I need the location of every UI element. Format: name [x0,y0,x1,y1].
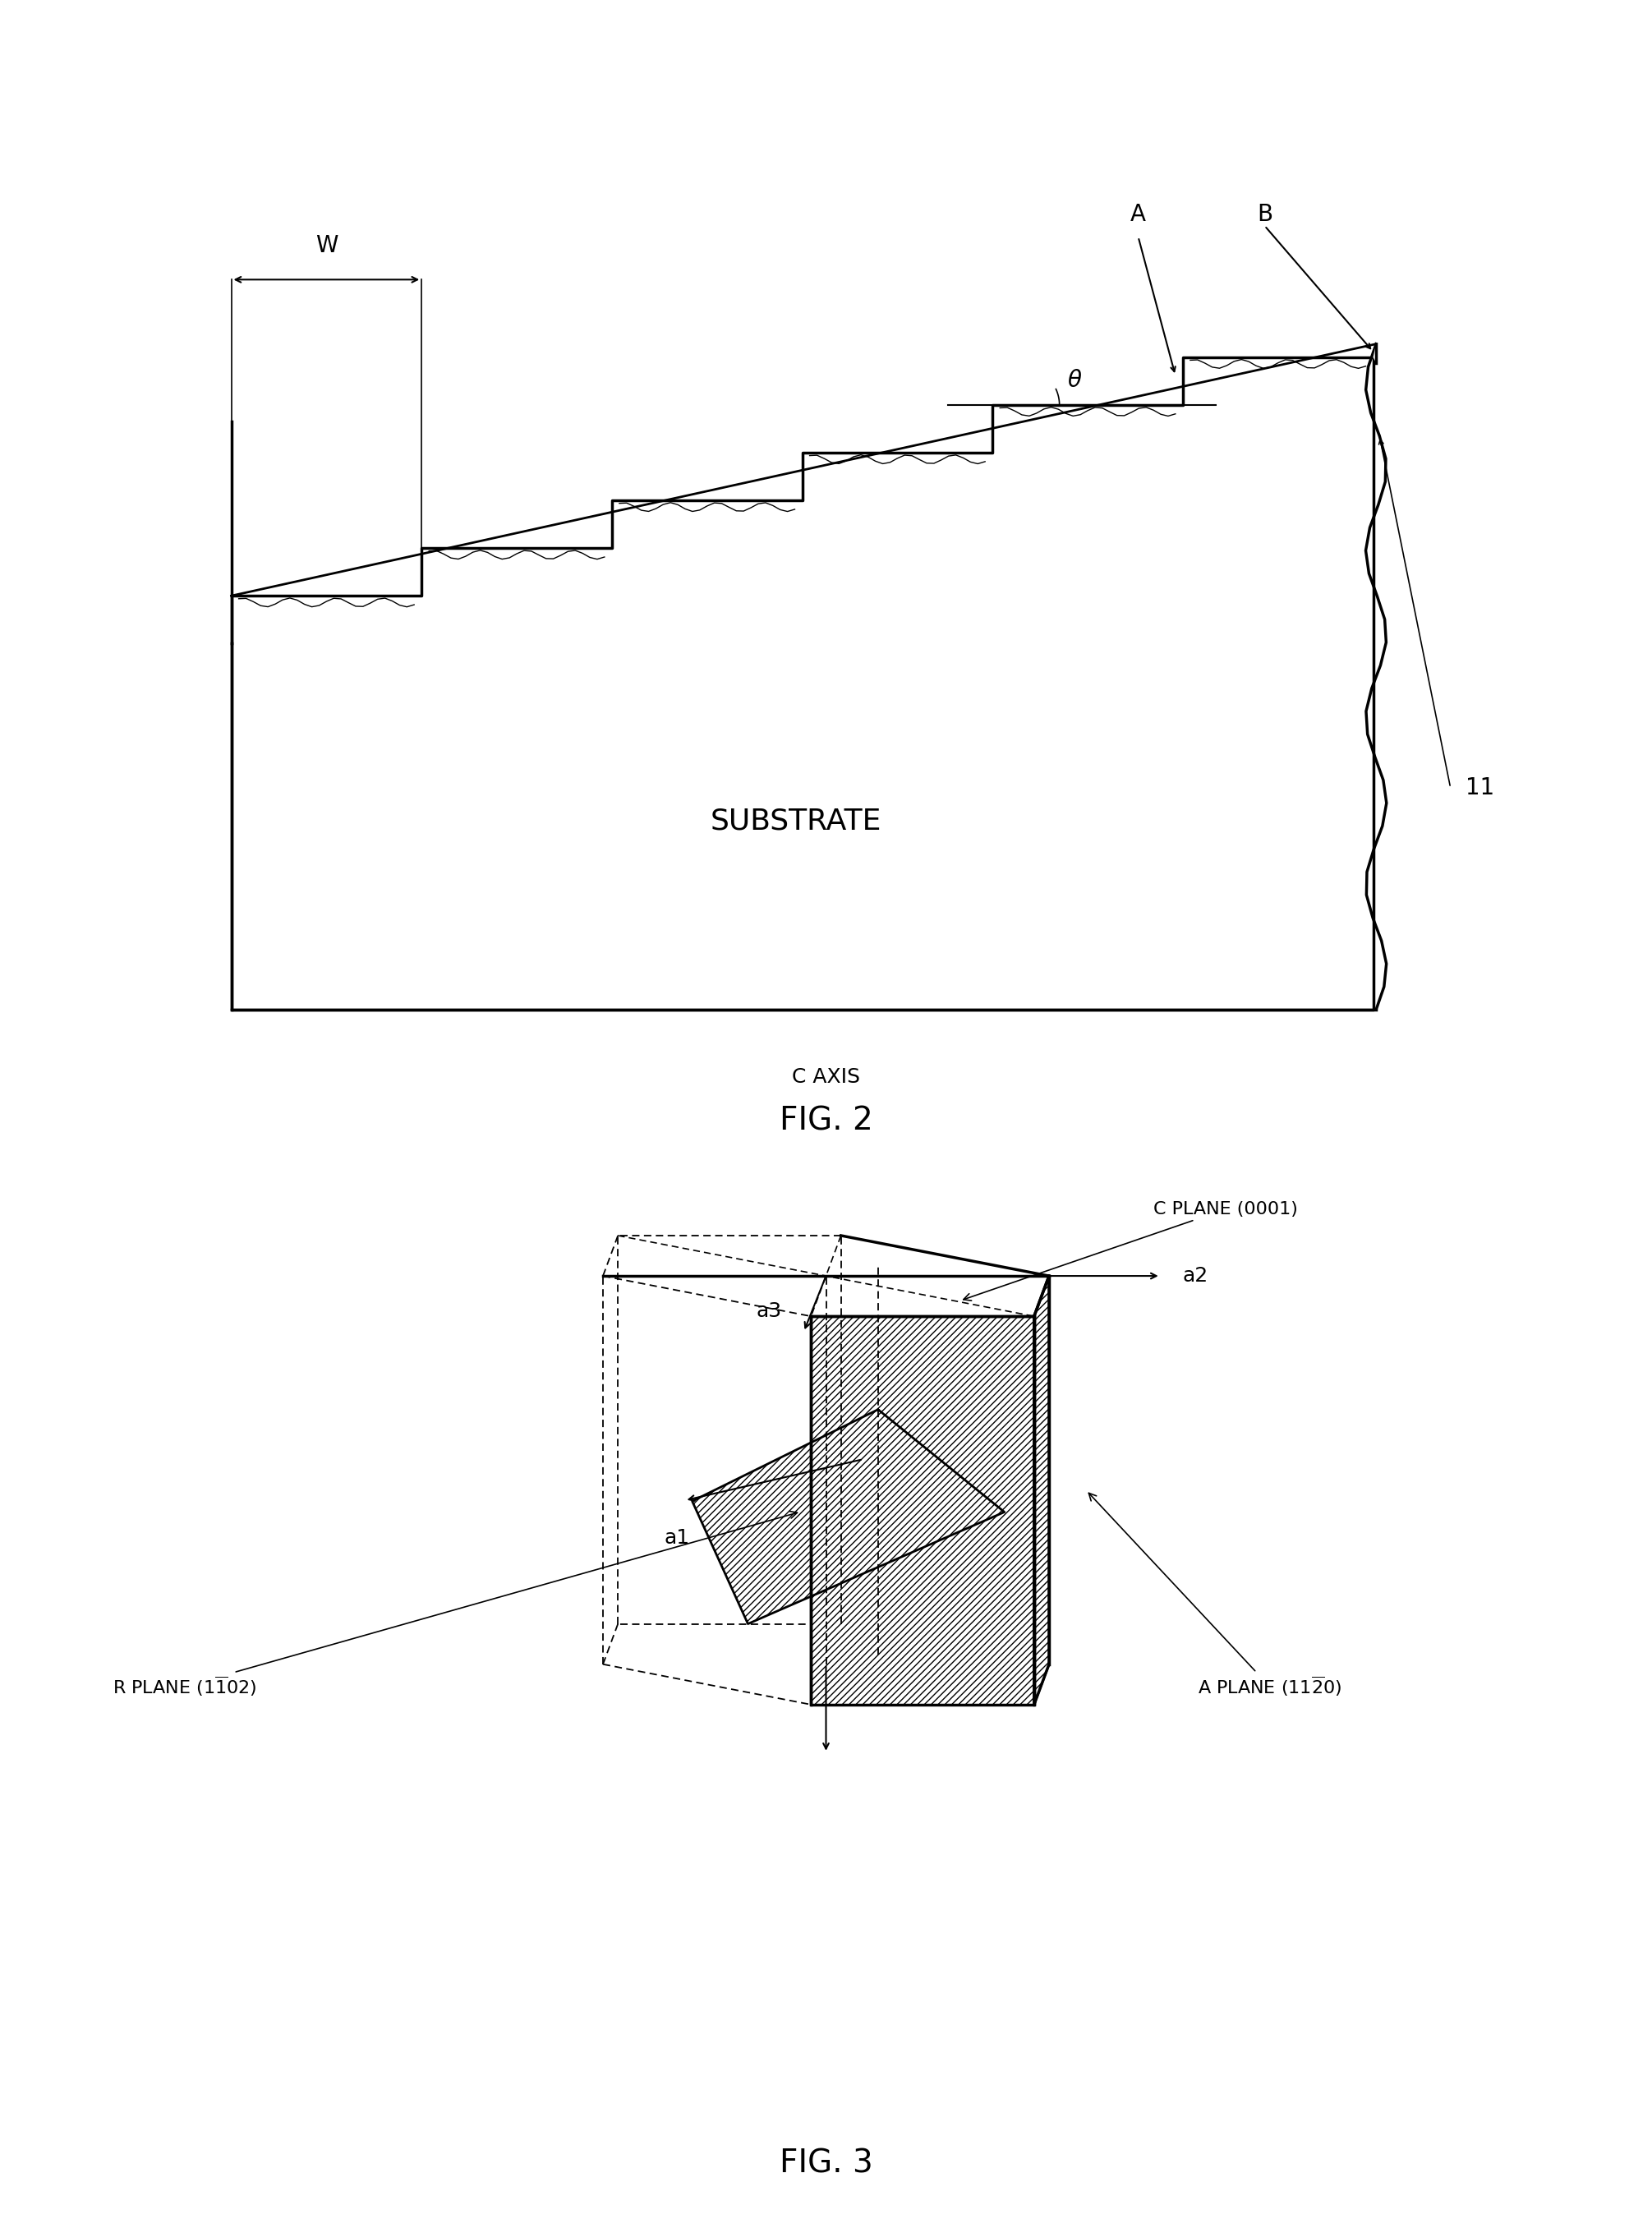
Text: FIG. 2: FIG. 2 [780,1105,872,1136]
Text: a2: a2 [1183,1267,1209,1285]
Polygon shape [692,1409,1004,1624]
Text: B: B [1257,202,1272,226]
Text: C AXIS: C AXIS [791,1067,861,1087]
Polygon shape [1373,344,1376,362]
Polygon shape [231,357,1373,1010]
Text: FIG. 3: FIG. 3 [780,2148,872,2179]
Text: A PLANE (11$\overline{2}$0): A PLANE (11$\overline{2}$0) [1089,1493,1341,1698]
Text: C PLANE (0001): C PLANE (0001) [963,1200,1297,1300]
Polygon shape [811,1316,1034,1704]
Text: W: W [316,235,337,257]
Text: $\theta$: $\theta$ [1067,368,1082,393]
Text: R PLANE (1$\overline{1}$02): R PLANE (1$\overline{1}$02) [112,1511,798,1698]
Text: SUBSTRATE: SUBSTRATE [710,808,882,834]
Text: A: A [1130,202,1146,226]
Text: 11: 11 [1465,777,1495,799]
Text: a3: a3 [757,1300,781,1320]
Polygon shape [1034,1276,1049,1704]
Text: a1: a1 [664,1529,691,1549]
